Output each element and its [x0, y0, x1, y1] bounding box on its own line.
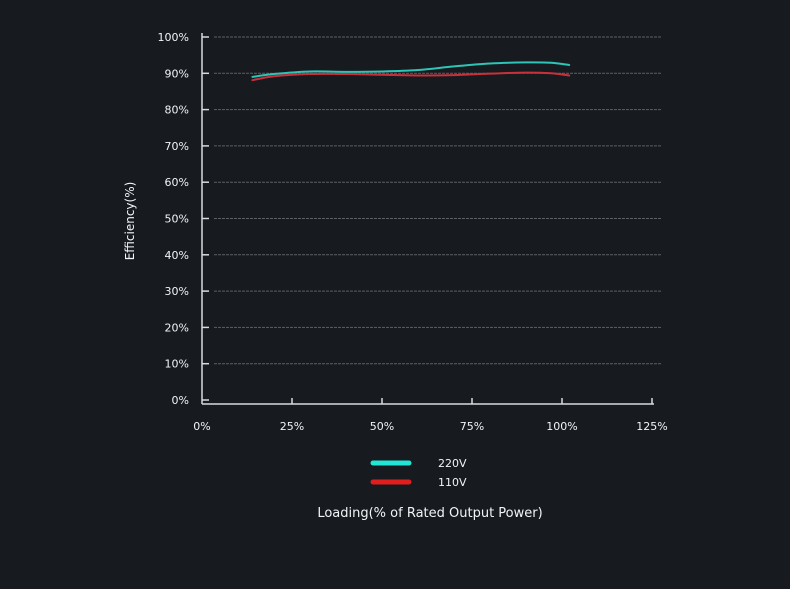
y-tick-label: 80%	[165, 104, 189, 117]
y-tick-label: 100%	[158, 31, 189, 44]
series-lines	[251, 61, 571, 82]
x-tick-label: 50%	[370, 420, 394, 433]
legend: 220V 110V	[370, 457, 467, 489]
x-tick-label: 100%	[546, 420, 577, 433]
series-line-220v	[251, 61, 571, 78]
legend-label-110v: 110V	[438, 476, 467, 489]
y-tick-label: 0%	[172, 394, 189, 407]
y-axis-title: Efficiency(%)	[123, 182, 137, 261]
grid-lines	[214, 36, 661, 365]
y-tick-label: 20%	[165, 321, 189, 334]
axes	[201, 33, 654, 405]
series-line-110v	[251, 71, 571, 82]
y-tick-label: 30%	[165, 285, 189, 298]
legend-label-220v: 220V	[438, 457, 467, 470]
y-tick-label: 50%	[165, 213, 189, 226]
x-tick-label: 25%	[280, 420, 304, 433]
tick-labels: 0% 10% 20% 30% 40% 50% 60% 70% 80% 90% 100% 0% 25% 50…	[158, 31, 668, 433]
y-tick-label: 60%	[165, 176, 189, 189]
y-tick-label: 70%	[165, 140, 189, 153]
y-tick-label: 90%	[165, 67, 189, 80]
x-axis-title: Loading(% of Rated Output Power)	[317, 506, 542, 521]
y-tick-label: 40%	[165, 249, 189, 262]
y-tick-label: 10%	[165, 358, 189, 371]
x-tick-label: 125%	[636, 420, 667, 433]
x-tick-label: 75%	[460, 420, 484, 433]
x-tick-label: 0%	[193, 420, 210, 433]
